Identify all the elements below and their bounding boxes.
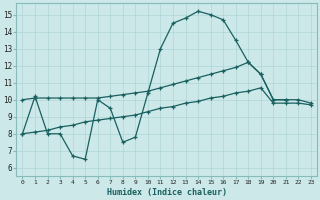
X-axis label: Humidex (Indice chaleur): Humidex (Indice chaleur) [107, 188, 227, 197]
